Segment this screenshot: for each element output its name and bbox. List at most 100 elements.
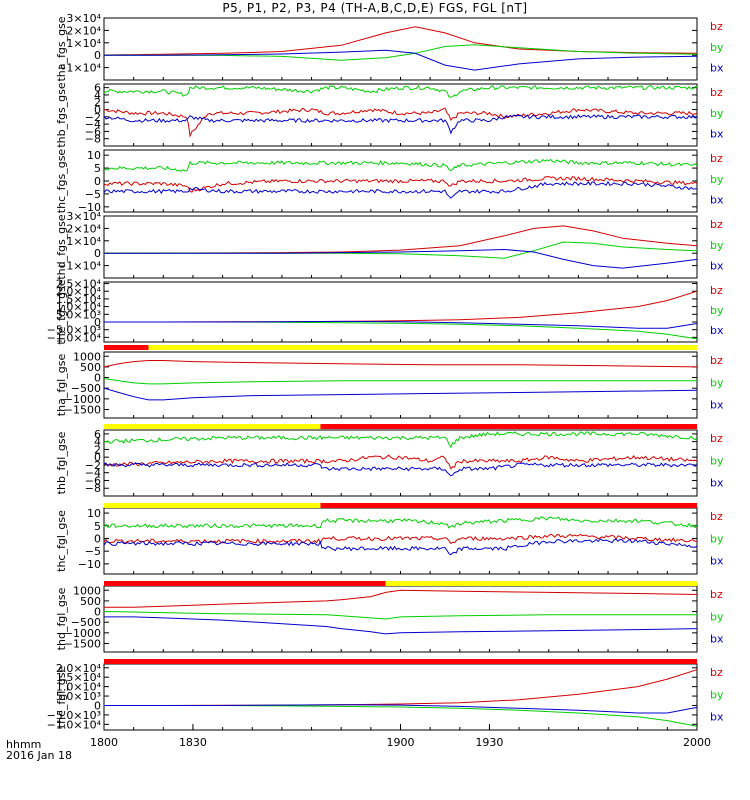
y-tick-label: 0 <box>94 532 101 545</box>
y-tick-label: 2×10⁴ <box>66 222 101 235</box>
y-tick-label: 5 <box>94 520 101 533</box>
panel-frame <box>103 663 698 731</box>
quality-bar-segment <box>385 581 697 586</box>
y-tick-label: −10 <box>78 558 101 571</box>
legend-label-by: by <box>710 41 724 54</box>
legend-label-bx: bx <box>710 711 724 724</box>
legend-label-bz: bz <box>710 588 723 601</box>
y-tick-label: −1.0×10⁴ <box>47 331 102 344</box>
legend-label-bx: bx <box>710 324 724 337</box>
legend-label-bz: bz <box>710 284 723 297</box>
legend-label-bz: bz <box>710 218 723 231</box>
quality-bar-segment <box>320 503 697 508</box>
y-tick-label: 2×10⁴ <box>66 24 101 37</box>
y-tick-label: −1×10⁴ <box>57 62 101 75</box>
y-tick-label: 6 <box>94 428 101 441</box>
y-tick-label: −8 <box>85 482 101 495</box>
y-tick-label: −1.0×10⁴ <box>47 718 102 731</box>
y-tick-label: 0 <box>94 49 101 62</box>
legend-label-by: by <box>710 454 724 467</box>
y-tick-label: 0 <box>94 104 101 117</box>
y-tick-label: −6 <box>85 474 101 487</box>
y-tick-label: 2.5×10⁴ <box>56 278 102 291</box>
series-line-bx <box>103 387 698 401</box>
series-line-bz <box>103 533 698 545</box>
y-axis-label: tha_fgl_gse <box>55 354 68 417</box>
y-tick-label: 0 <box>94 316 101 329</box>
legend-label-bx: bx <box>710 399 724 412</box>
y-axis-label: thb_fgl_gse <box>55 431 68 494</box>
legend-label-by: by <box>710 610 724 623</box>
legend-label-by: by <box>710 173 724 186</box>
legend-label-by: by <box>710 688 724 701</box>
y-tick-label: −6 <box>85 125 101 138</box>
x-axis-unit-label: hhmm <box>6 738 42 751</box>
y-tick-label: −2 <box>85 459 101 472</box>
y-tick-label: −1500 <box>64 403 101 416</box>
series-line-bz <box>104 669 698 706</box>
y-tick-label: −500 <box>71 616 101 629</box>
legend-label-bx: bx <box>710 633 724 646</box>
quality-bar-segment <box>320 424 697 429</box>
y-tick-label: −5.0×10³ <box>47 709 101 722</box>
y-tick-label: 3×10⁴ <box>66 12 101 25</box>
y-tick-label: 1.5×10⁴ <box>56 293 102 306</box>
y-tick-label: 5.0×10³ <box>56 690 101 703</box>
y-tick-label: 3×10⁴ <box>66 210 101 223</box>
series-line-bx <box>104 49 698 71</box>
y-tick-label: 0 <box>94 606 101 619</box>
y-tick-label: 1.5×10⁴ <box>56 671 102 684</box>
legend-label-by: by <box>710 376 724 389</box>
quality-bar-segment <box>148 345 698 350</box>
y-tick-label: −2 <box>85 111 101 124</box>
series-line-bx <box>104 616 698 635</box>
y-tick-label: 500 <box>80 595 101 608</box>
y-tick-label: 2 <box>94 96 101 109</box>
x-tick-label: 1800 <box>90 736 118 749</box>
legend-label-bz: bz <box>710 152 723 165</box>
panel-frame <box>103 215 698 279</box>
quality-bar-segment <box>104 424 321 429</box>
x-tick-label: 1900 <box>387 736 415 749</box>
y-tick-label: 0 <box>94 699 101 712</box>
series-line-bx <box>103 180 698 199</box>
series-line-by <box>103 431 698 449</box>
y-tick-label: 1000 <box>73 584 101 597</box>
x-tick-label: 1930 <box>475 736 503 749</box>
legend-label-bx: bx <box>710 477 724 490</box>
legend-label-bz: bz <box>710 86 723 99</box>
y-tick-label: −10 <box>78 201 101 214</box>
series-line-by <box>103 611 697 620</box>
series-line-by <box>103 378 697 385</box>
y-axis-label: tha_fgs_gse <box>55 16 68 81</box>
legend-label-bx: bx <box>710 62 724 75</box>
y-tick-label: 10 <box>87 507 101 520</box>
legend-label-bz: bz <box>710 666 723 679</box>
y-tick-label: 1000 <box>73 350 101 363</box>
series-line-bz <box>103 176 698 193</box>
series-line-bz <box>103 225 698 254</box>
quality-bar-segment <box>104 503 321 508</box>
y-axis-label: thd_fgs_gse <box>55 214 68 280</box>
quality-bar-segment <box>104 581 386 586</box>
y-tick-label: 6 <box>94 82 101 95</box>
legend-label-bz: bz <box>710 510 723 523</box>
y-tick-label: 1.0×10⁴ <box>56 301 102 314</box>
y-tick-label: −5 <box>85 188 101 201</box>
y-tick-label: 500 <box>80 361 101 374</box>
series-line-bx <box>103 114 698 135</box>
y-tick-label: 1.0×10⁴ <box>56 681 102 694</box>
y-axis-label: the_fgs_gse <box>55 279 68 344</box>
series-line-bx <box>104 704 698 714</box>
y-tick-label: 5 <box>94 162 101 175</box>
y-tick-label: 0 <box>94 451 101 464</box>
legend-label-by: by <box>710 107 724 120</box>
legend-label-by: by <box>710 239 724 252</box>
series-line-by <box>103 158 698 172</box>
series-line-bz <box>103 454 698 470</box>
y-tick-label: −1×10⁴ <box>57 260 101 273</box>
date-label: 2016 Jan 18 <box>6 749 72 762</box>
y-tick-label: 2.0×10⁴ <box>56 662 102 675</box>
series-line-bz <box>104 589 698 608</box>
y-tick-label: −5.0×10³ <box>47 324 101 337</box>
